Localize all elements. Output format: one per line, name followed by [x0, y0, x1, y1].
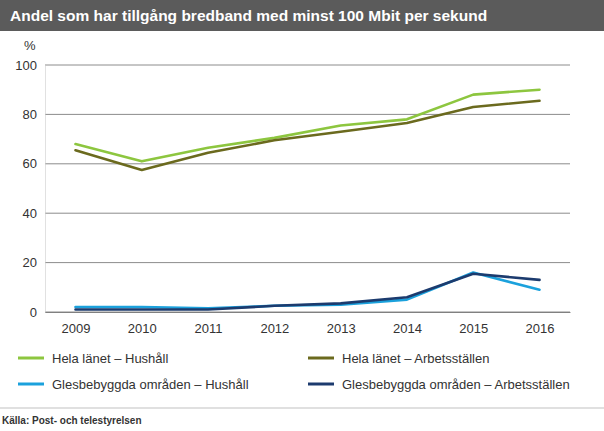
legend-item: Glesbebyggda områden – Arbetsställen [308, 377, 570, 392]
x-tick-label: 2012 [260, 321, 289, 336]
legend: Hela länet – Hushåll Hela länet – Arbetss… [18, 351, 570, 392]
x-tick: 2009 [62, 312, 91, 336]
legend-swatch [308, 383, 334, 386]
chart: Andel som har tillgång bredband med mins… [0, 0, 604, 431]
grid-line [45, 213, 570, 214]
x-tick-label: 2014 [393, 321, 422, 336]
y-tick-label: 0 [30, 305, 37, 320]
source: Källa: Post- och telestyrelsen [2, 415, 142, 426]
x-axis: 2009 2010 2011 2012 2013 2014 2015 2016 [46, 312, 571, 336]
series-line [75, 272, 539, 308]
y-tick: 0 [30, 305, 45, 320]
separator [0, 408, 604, 409]
series-line [75, 274, 539, 310]
y-tick: 20 [23, 255, 45, 270]
legend-label: Hela länet – Arbetsställen [342, 351, 489, 366]
x-axis-line [46, 312, 571, 313]
plot-area [75, 90, 539, 310]
legend-item: Hela länet – Hushåll [18, 351, 168, 366]
x-tick: 2012 [260, 312, 289, 336]
x-tick: 2010 [128, 312, 157, 336]
y-tick-label: 20 [23, 255, 37, 270]
x-tick: 2011 [195, 312, 223, 336]
legend-swatch [308, 357, 334, 360]
y-tick: 60 [23, 156, 45, 171]
grid-line [45, 262, 570, 263]
y-axis-line [45, 66, 46, 313]
x-tick-label: 2016 [526, 321, 555, 336]
legend-item: Hela länet – Arbetsställen [308, 351, 489, 366]
y-tick-label: 100 [15, 58, 37, 73]
x-tick-label: 2010 [128, 321, 157, 336]
x-tick: 2015 [459, 312, 488, 336]
legend-label: Hela länet – Hushåll [52, 351, 168, 366]
x-tick: 2016 [526, 312, 555, 336]
grid-line [45, 312, 570, 313]
legend-swatch [18, 383, 44, 386]
title: Andel som har tillgång bredband med mins… [10, 7, 487, 24]
y-axis: 0 20 40 60 80 100 [15, 58, 45, 320]
x-tick-label: 2015 [459, 321, 488, 336]
x-tick-label: 2011 [195, 321, 223, 336]
series-line [75, 90, 539, 162]
legend-label: Glesbebyggda områden – Arbetsställen [342, 377, 570, 392]
y-tick: 80 [23, 107, 45, 122]
legend-label: Glesbebyggda områden – Hushåll [52, 377, 249, 392]
x-tick: 2014 [393, 312, 422, 336]
y-tick-label: 60 [23, 156, 37, 171]
y-tick: 40 [23, 206, 45, 221]
grid-line [45, 65, 570, 66]
series-line [75, 101, 539, 170]
x-tick-label: 2013 [327, 321, 356, 336]
y-label: % [24, 38, 36, 53]
grid-line [45, 114, 570, 115]
x-tick-label: 2009 [62, 321, 91, 336]
x-tick: 2013 [327, 312, 356, 336]
legend-swatch [18, 357, 44, 360]
y-tick-label: 80 [23, 107, 37, 122]
legend-item: Glesbebyggda områden – Hushåll [18, 377, 249, 392]
y-tick-label: 40 [23, 206, 37, 221]
grid [45, 65, 570, 312]
y-tick: 100 [15, 58, 45, 73]
title-bar [0, 0, 604, 31]
